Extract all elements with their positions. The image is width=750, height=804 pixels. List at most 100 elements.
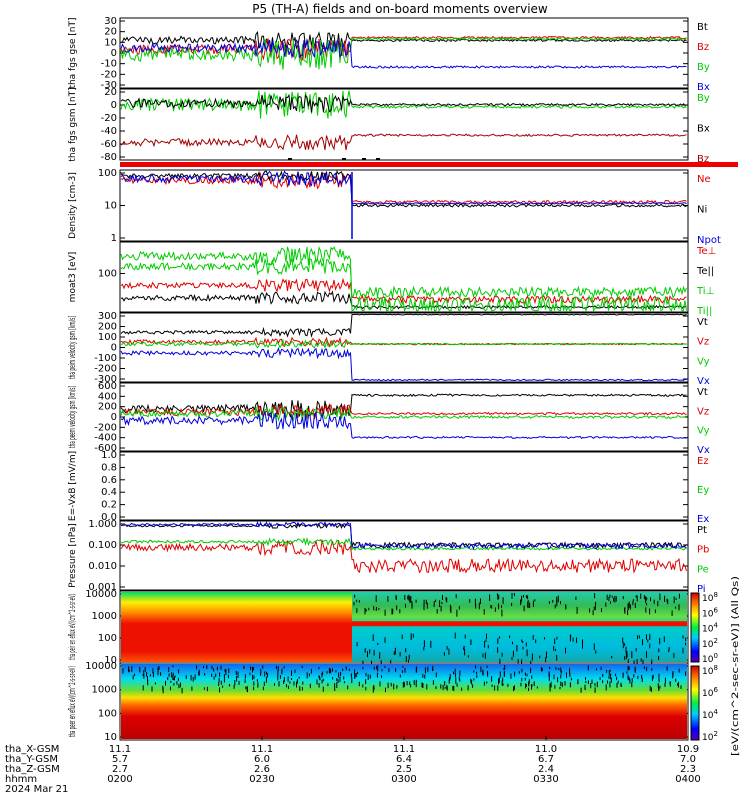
y-tick-label: 0.0 — [101, 512, 117, 523]
y-tick-label: -30 — [101, 80, 117, 91]
heatmap-speck — [249, 672, 251, 676]
heatmap-speck — [236, 676, 238, 682]
heatmap-speck — [459, 670, 461, 677]
heatmap-speck — [423, 640, 425, 647]
trace-bz — [120, 35, 687, 61]
mode-marker — [376, 158, 380, 160]
heatmap-speck — [147, 679, 149, 686]
heatmap-speck — [358, 681, 360, 687]
heatmap-speck — [354, 673, 356, 679]
heatmap-speck — [596, 668, 597, 671]
heatmap-speck — [633, 674, 635, 678]
heatmap-speck — [646, 603, 648, 606]
colorbar-tick: 104 — [702, 622, 718, 635]
heatmap-speck — [569, 673, 571, 677]
heatmap-speck — [649, 608, 651, 615]
heatmap-speck — [350, 673, 352, 678]
heatmap-speck — [494, 685, 496, 691]
heatmap-speck — [455, 594, 457, 599]
heatmap-speck — [631, 651, 633, 659]
heatmap-speck — [449, 674, 451, 680]
legend-ti: Ti⊥ — [696, 286, 714, 297]
heatmap-speck — [373, 606, 375, 611]
heatmap-speck — [372, 634, 374, 641]
heatmap-speck — [556, 599, 558, 607]
heatmap-speck — [554, 604, 556, 609]
heatmap-speck — [355, 673, 357, 678]
heatmap-speck — [511, 656, 513, 660]
heatmap-speck — [225, 669, 227, 675]
heatmap-speck — [503, 671, 505, 677]
heatmap-speck — [631, 678, 633, 683]
heatmap-speck — [399, 651, 401, 657]
heatmap-speck — [615, 673, 617, 677]
heatmap-speck — [614, 595, 616, 603]
heatmap-speck — [483, 609, 485, 615]
y-tick-label: -100 — [94, 353, 117, 364]
colorbar-exponent: 8 — [713, 591, 717, 599]
heatmap-speck — [600, 666, 602, 671]
heatmap-speck — [390, 659, 392, 664]
heatmap-speck — [179, 682, 181, 688]
heatmap-speck — [147, 676, 148, 682]
heatmap-speck — [335, 670, 337, 673]
trace-pb — [120, 539, 687, 574]
heatmap-speck — [365, 687, 367, 691]
heatmap-speck — [472, 684, 474, 688]
trace-ti — [120, 257, 687, 300]
heatmap-speck — [369, 674, 371, 679]
heatmap-speck — [504, 665, 506, 670]
heatmap-speck — [131, 666, 133, 672]
heatmap-speck — [593, 606, 595, 611]
heatmap-speck — [458, 606, 460, 610]
heatmap-speck — [405, 648, 407, 653]
heatmap-speck — [423, 599, 425, 607]
heatmap-speck — [178, 669, 180, 674]
heatmap-speck — [561, 682, 563, 688]
heatmap-speck — [247, 686, 248, 693]
heatmap-speck — [587, 680, 589, 684]
y-axis-label: moat3 [eV] — [68, 252, 78, 303]
heatmap-speck — [245, 686, 247, 690]
heatmap-speck — [463, 645, 465, 650]
heatmap-speck — [415, 679, 417, 683]
heatmap-speck — [609, 669, 611, 672]
heatmap-speck — [643, 666, 645, 669]
trace-vx — [120, 410, 687, 439]
trace-vz — [120, 403, 687, 420]
legend-vt: Vt — [697, 317, 708, 328]
ephemeris-row-label: tha_X-GSM — [5, 744, 59, 755]
heatmap-speck — [416, 666, 418, 673]
heatmap-speck — [321, 672, 323, 678]
heatmap-speck — [334, 686, 336, 691]
ephemeris-value: 7.0 — [680, 754, 696, 765]
heatmap-speck — [635, 595, 637, 598]
heatmap-speck — [625, 653, 627, 660]
heatmap-speck — [409, 596, 411, 604]
y-tick-label: 10000 — [85, 661, 117, 672]
heatmap-speck — [487, 645, 489, 649]
heatmap-speck — [558, 668, 560, 671]
heatmap-speck — [322, 678, 324, 682]
y-tick-label: -200 — [94, 422, 117, 433]
heatmap-speck — [680, 685, 682, 689]
heatmap-speck — [611, 595, 613, 598]
heatmap-speck — [464, 649, 466, 656]
heatmap-speck — [626, 653, 628, 658]
heatmap-speck — [356, 608, 358, 613]
heatmap-speck — [425, 599, 427, 605]
ephemeris-value: 0300 — [391, 774, 416, 785]
heatmap-speck — [244, 674, 246, 679]
heatmap-speck — [408, 654, 410, 660]
y-tick-label: 10000 — [85, 589, 117, 600]
heatmap-speck — [160, 672, 162, 676]
heatmap-speck — [453, 671, 454, 675]
y-axis-label: tha fgs gse [nT] — [68, 17, 78, 88]
heatmap-speck — [565, 604, 567, 608]
heatmap-speck — [501, 605, 502, 609]
heatmap-speck — [658, 673, 660, 676]
heatmap-right — [352, 592, 687, 662]
heatmap-speck — [491, 684, 493, 687]
heatmap-speck — [238, 680, 240, 685]
heatmap-speck — [432, 665, 434, 671]
